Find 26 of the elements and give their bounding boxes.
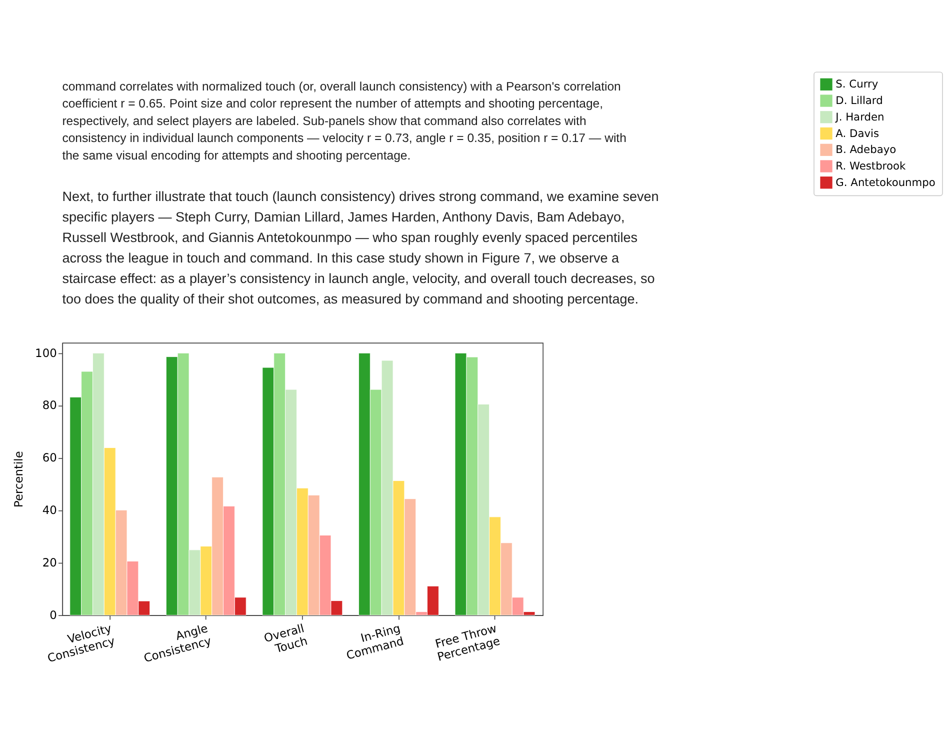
text: respectively, and select players are labeled. Sub-panels show that command also correlates with — [62, 114, 586, 128]
text: across the league in touch and command. In this case study shown in Figure 7, we observe a — [62, 250, 620, 266]
y-tick-label: 100 — [35, 346, 57, 360]
legend-label: A. Davis — [836, 126, 880, 140]
text: too does the quality of their shot outcomes, as measured by command and shooting percentage. — [62, 291, 639, 306]
legend-label: S. Curry — [836, 78, 878, 91]
text: staircase effect: as a player’s consistency in launch angle, velocity, and overall touch decreases, so — [62, 270, 655, 286]
y-tick-label: 80 — [42, 398, 57, 412]
legend-label: G. Antetokounmpo — [836, 176, 936, 189]
text: consistency in individual launch components — velocity r = 0.73, angle r = 0.35, position r = 0.17 — with — [62, 131, 627, 146]
y-tick-label: 20 — [42, 555, 57, 570]
legend-label: B. Adebayo — [836, 143, 896, 156]
y-tick-label: 60 — [42, 450, 57, 465]
text: command correlates with normalized touch (or, overall launch consistency) with a Pearson's correlation — [62, 80, 622, 94]
text: specific players — Steph Curry, Damian Lillard, James Harden, Anthony Davis, Bam Adebayo, — [62, 209, 625, 224]
legend-label: R. Westbrook — [836, 160, 906, 173]
text: Next, to further illustrate that touch (launch consistency) drives strong command, we examine seven — [62, 189, 659, 204]
text: the same visual encoding for attempts and shooting percentage. — [62, 148, 411, 162]
y-tick-label: 40 — [42, 503, 57, 518]
text: coefficient r = 0.65. Point size and color represent the number of attempts and shooting percentage, — [62, 96, 604, 111]
legend-label: D. Lillard — [836, 94, 883, 108]
y-tick-label: 0 — [50, 608, 57, 622]
x-tick-label: Overall Touch — [262, 621, 309, 656]
y-axis-title: Percentile — [12, 451, 26, 508]
legend-label: J. Harden — [834, 110, 884, 124]
text: Russell Westbrook, and Giannis Antetokounmpo — who span roughly evenly spaced percentiles — [62, 230, 638, 245]
